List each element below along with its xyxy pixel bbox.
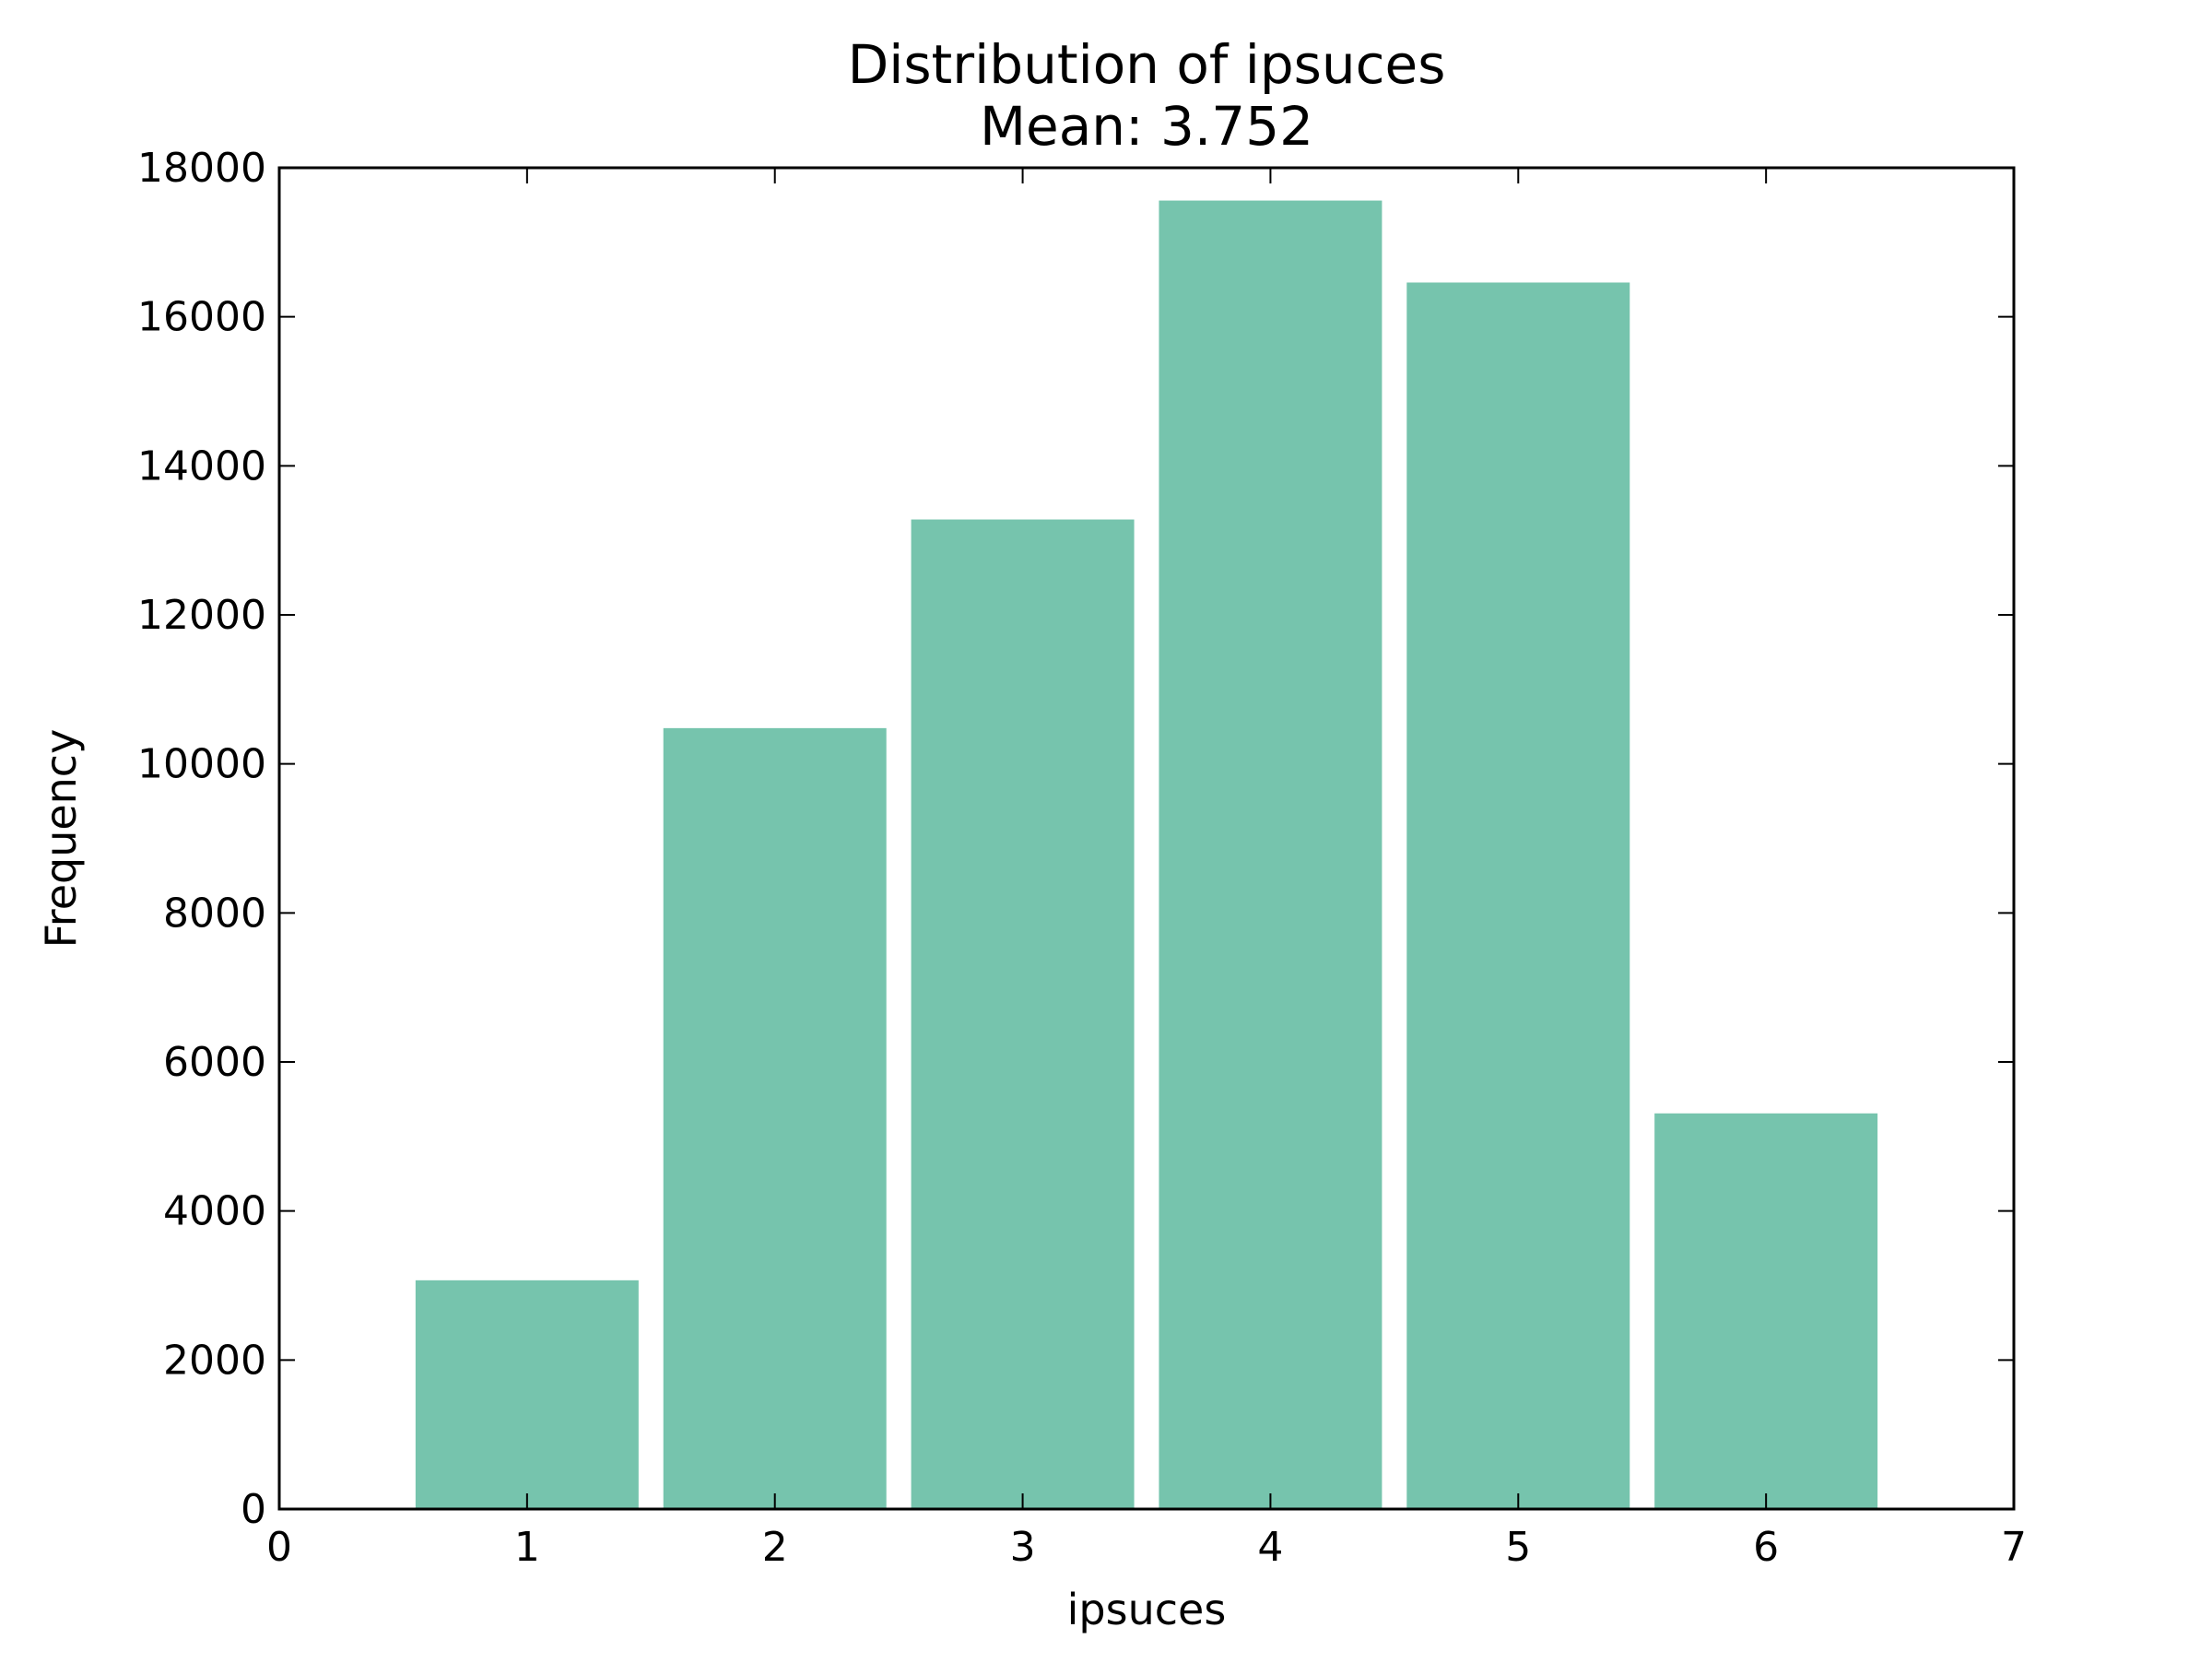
y-tick-label-6000: 6000: [163, 1039, 266, 1086]
y-tick-label-12000: 12000: [137, 592, 266, 639]
x-tick-label-4: 4: [1257, 1524, 1283, 1571]
bars-layer: [415, 200, 1878, 1510]
x-tick-label-7: 7: [2001, 1524, 2027, 1571]
y-tick-label-10000: 10000: [137, 741, 266, 788]
plot-frame: [277, 166, 2016, 1511]
x-tick-label-2: 2: [762, 1524, 788, 1571]
x-axis-label: ipsuces: [1067, 1585, 1227, 1634]
y-axis-label: Frequency: [36, 729, 86, 949]
y-tick-label-8000: 8000: [163, 890, 266, 937]
y-tick-label-14000: 14000: [137, 442, 266, 489]
chart-title: Distribution of ipsuces: [848, 33, 1446, 96]
y-tick-label-2000: 2000: [163, 1337, 266, 1384]
bar-2: [663, 727, 887, 1509]
y-tick-label-4000: 4000: [163, 1188, 266, 1235]
bar-5: [1406, 282, 1630, 1509]
y-tick-label-16000: 16000: [137, 294, 266, 341]
bar-6: [1654, 1113, 1878, 1509]
x-tick-label-1: 1: [514, 1524, 540, 1571]
chart-subtitle: Mean: 3.752: [980, 95, 1313, 158]
x-tick-label-3: 3: [1010, 1524, 1036, 1571]
x-tick-label-6: 6: [1753, 1524, 1779, 1571]
y-tick-label-18000: 18000: [137, 145, 266, 192]
x-tick-label-0: 0: [266, 1524, 292, 1571]
bar-1: [415, 1280, 639, 1509]
x-tick-label-5: 5: [1505, 1524, 1531, 1571]
bar-3: [911, 519, 1135, 1509]
y-tick-label-0: 0: [241, 1486, 266, 1533]
ticks-layer: 0 1 2 3 4 5 6 7 0 2000 4000 6000 8000 10000 12000 14000…: [137, 145, 2027, 1571]
bar-4: [1159, 200, 1382, 1510]
